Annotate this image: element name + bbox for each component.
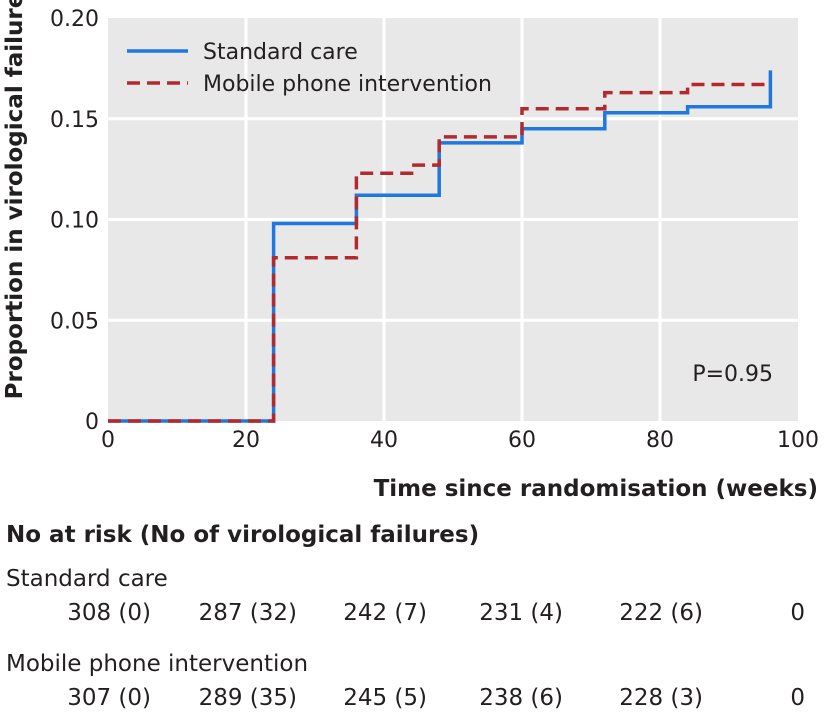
y-tick-label: 0.10 <box>50 209 99 234</box>
x-tick-label: 100 <box>777 428 819 453</box>
legend-label: Standard care <box>203 40 358 65</box>
x-tick-label: 20 <box>232 428 260 453</box>
risk-cell: 0 <box>790 600 805 626</box>
risk-cell: 228 (3) <box>619 685 703 711</box>
risk-cell: 231 (4) <box>479 600 563 626</box>
series-line-standard-care <box>108 70 773 423</box>
x-tick-label: 40 <box>370 428 398 453</box>
y-axis-ticks: 0 0.05 0.10 0.15 0.20 <box>50 7 99 435</box>
risk-cell: 0 <box>790 685 805 711</box>
risk-cell: 238 (6) <box>479 685 563 711</box>
x-axis-ticks: 0 20 40 60 80 100 <box>101 428 819 453</box>
x-tick-label: 0 <box>101 428 115 453</box>
y-tick-label: 0.20 <box>50 7 99 32</box>
risk-cell: 245 (5) <box>343 685 427 711</box>
p-value-annotation: P=0.95 <box>692 362 773 387</box>
risk-table-title: No at risk (No of virological failures) <box>6 522 480 548</box>
risk-cell: 308 (0) <box>67 600 151 626</box>
risk-cell: 307 (0) <box>67 685 151 711</box>
risk-group-name: Mobile phone intervention <box>6 651 309 677</box>
risk-cell: 287 (32) <box>198 600 297 626</box>
risk-cell: 222 (6) <box>619 600 703 626</box>
y-tick-label: 0 <box>85 410 99 435</box>
y-axis-title: Proportion in virological failure <box>2 0 28 399</box>
risk-cell: 242 (7) <box>343 600 427 626</box>
km-chart: Standard care Mobile phone intervention P… <box>2 0 819 502</box>
series-lines <box>108 70 773 423</box>
risk-group-name: Standard care <box>6 566 168 592</box>
legend-label: Mobile phone intervention <box>203 72 492 97</box>
x-tick-label: 80 <box>646 428 674 453</box>
risk-cell: 289 (35) <box>198 685 297 711</box>
legend: Standard care Mobile phone intervention <box>127 40 492 97</box>
series-line-mobile-phone-intervention <box>108 82 771 423</box>
y-tick-label: 0.15 <box>50 108 99 133</box>
x-axis-title: Time since randomisation (weeks) <box>374 476 818 502</box>
x-tick-label: 60 <box>508 428 536 453</box>
gridlines <box>108 18 798 421</box>
y-tick-label: 0.05 <box>50 309 99 334</box>
